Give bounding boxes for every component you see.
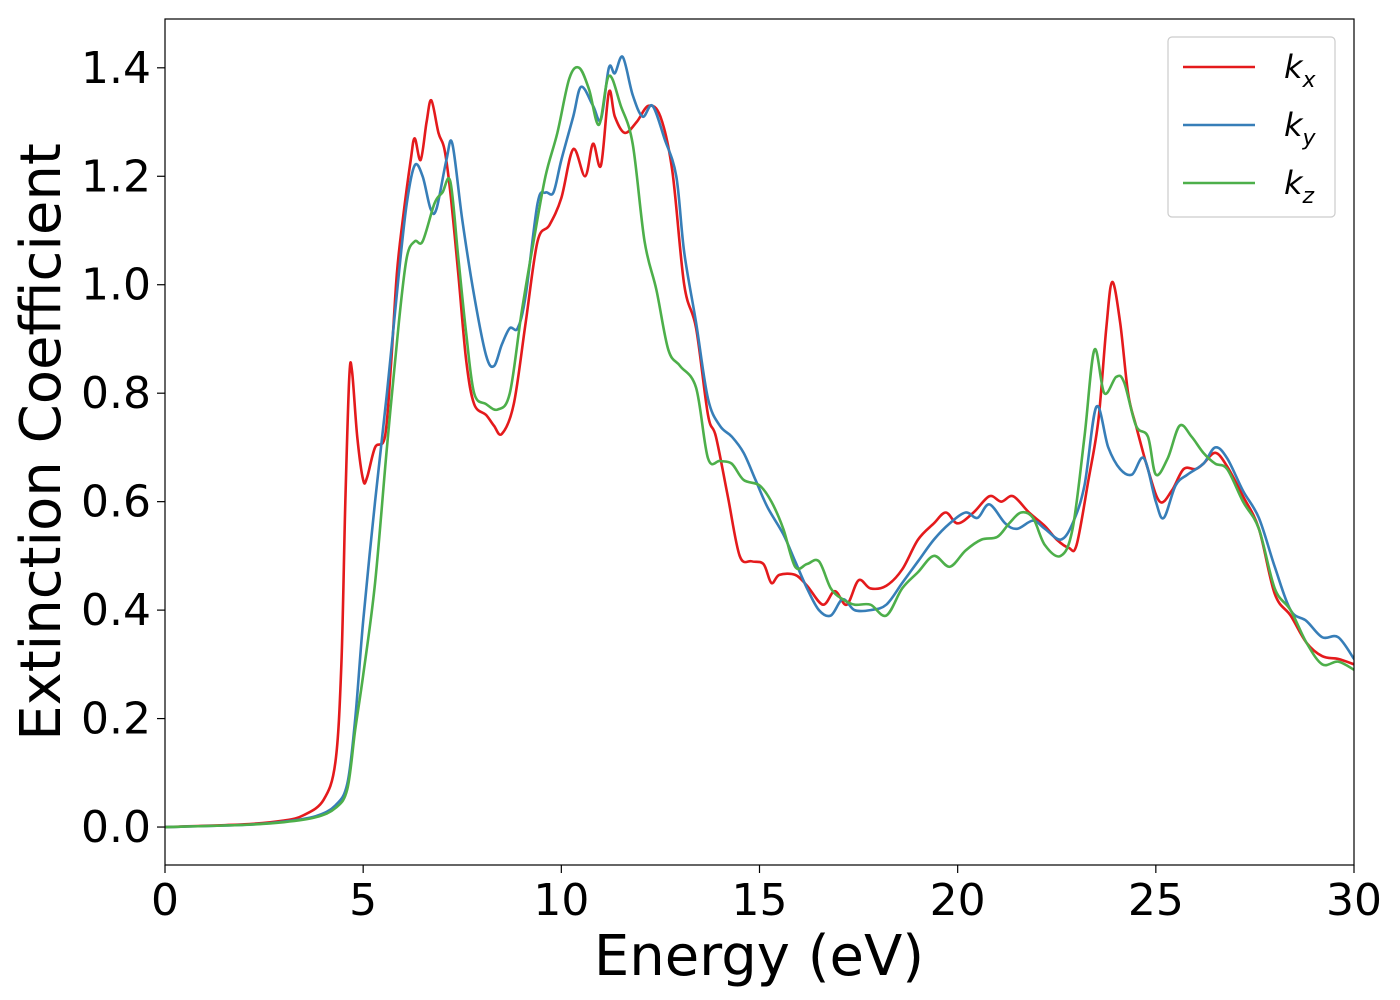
x-tick-label: 15	[732, 875, 788, 926]
y-tick-label: 0.2	[81, 694, 151, 745]
y-tick-label: 0.8	[81, 368, 151, 419]
y-tick-label: 1.2	[81, 151, 151, 202]
y-axis-title: Extinction Coefficient	[9, 143, 74, 741]
x-tick-label: 25	[1128, 875, 1184, 926]
x-tick-label: 10	[533, 875, 589, 926]
legend-box	[1167, 36, 1336, 218]
legend-label-kx: kx	[1284, 48, 1317, 93]
series-layer	[165, 55, 1354, 829]
y-tick-label: 1.0	[81, 260, 151, 311]
x-tick-label: 0	[151, 875, 179, 926]
y-tick-label: 0.6	[81, 477, 151, 528]
y-axis-ticks: 0.0 0.2 0.4 0.6 0.8 1.0 1.2 1.4	[81, 43, 165, 853]
x-axis-title: Energy (eV)	[594, 924, 924, 989]
legend-label-kz: kz	[1284, 164, 1315, 209]
x-tick-label: 30	[1326, 875, 1382, 926]
y-tick-label: 0.4	[81, 585, 151, 636]
x-tick-label: 20	[930, 875, 986, 926]
legend: kx ky kz	[1167, 36, 1336, 218]
x-tick-label: 5	[349, 875, 377, 926]
series-line-kx	[165, 89, 1354, 829]
x-axis-ticks: 0 5 10 15 20 25 30	[151, 865, 1382, 926]
series-line-kz	[165, 65, 1354, 829]
y-tick-label: 1.4	[81, 43, 151, 94]
y-tick-label: 0.0	[81, 802, 151, 853]
legend-label-ky: ky	[1284, 106, 1317, 151]
